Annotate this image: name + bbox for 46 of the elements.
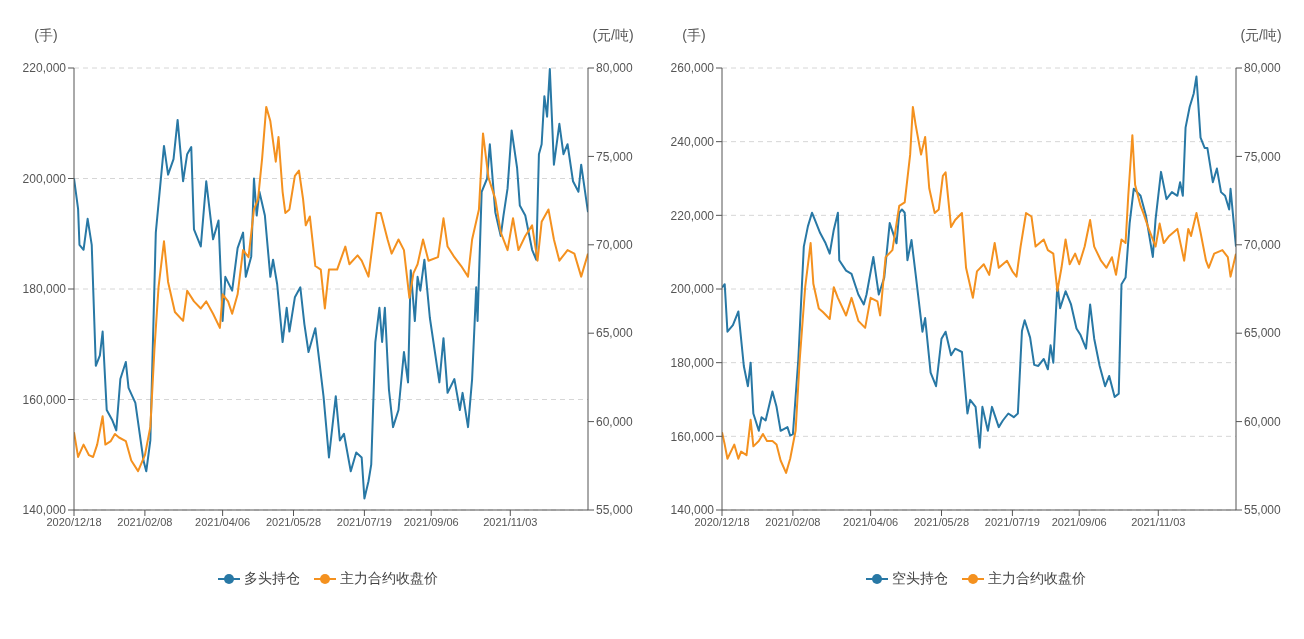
x-tick-label: 2020/12/18 — [694, 515, 750, 528]
y-tick-label: 200,000 — [22, 171, 67, 186]
x-tick-label: 2021/02/08 — [117, 515, 173, 528]
legend-label: 主力合约收盘价 — [339, 570, 438, 588]
y2-tick-label: 55,000 — [1244, 503, 1282, 518]
y2-tick-label: 60,000 — [596, 414, 634, 429]
y-axis-title: (手) — [682, 27, 706, 43]
y2-axis-title: (元/吨) — [1240, 27, 1282, 43]
x-tick-label: 2021/05/28 — [265, 515, 322, 528]
y2-tick-label: 60,000 — [1244, 414, 1282, 429]
y-tick-label: 220,000 — [22, 61, 67, 76]
x-tick-label: 2021/04/06 — [843, 515, 899, 528]
x-tick-label: 2021/04/06 — [195, 515, 251, 528]
y-tick-label: 160,000 — [22, 392, 67, 407]
legend-label: 空头持仓 — [891, 570, 948, 588]
x-tick-label: 2020/12/18 — [46, 515, 102, 528]
y2-tick-label: 70,000 — [1244, 238, 1282, 253]
y2-tick-label: 55,000 — [596, 503, 634, 518]
y2-tick-label: 80,000 — [1244, 61, 1282, 76]
x-tick-label: 2021/07/19 — [984, 515, 1040, 528]
y-axis-title: (手) — [34, 27, 58, 43]
y2-tick-label: 75,000 — [1244, 149, 1282, 164]
y-tick-label: 160,000 — [670, 429, 715, 444]
y-tick-label: 260,000 — [670, 61, 715, 76]
y-tick-label: 240,000 — [670, 134, 715, 149]
y2-tick-label: 75,000 — [596, 149, 634, 164]
y2-tick-label: 70,000 — [596, 238, 634, 253]
y-tick-label: 220,000 — [670, 208, 715, 223]
legend-label: 主力合约收盘价 — [987, 570, 1086, 588]
y-tick-label: 140,000 — [22, 503, 67, 518]
y2-axis-title: (元/吨) — [592, 27, 634, 43]
x-tick-label: 2021/05/28 — [913, 515, 970, 528]
y-tick-label: 180,000 — [22, 282, 67, 297]
y2-tick-label: 65,000 — [1244, 326, 1282, 341]
x-tick-label: 2021/11/03 — [483, 515, 538, 528]
y-tick-label: 200,000 — [670, 282, 715, 297]
legend-label: 多头持仓 — [243, 570, 300, 588]
x-tick-label: 2021/09/06 — [403, 515, 459, 528]
y-tick-label: 180,000 — [670, 355, 715, 370]
x-tick-label: 2021/07/19 — [336, 515, 392, 528]
x-tick-label: 2021/09/06 — [1051, 515, 1107, 528]
x-tick-label: 2021/11/03 — [1131, 515, 1186, 528]
x-tick-label: 2021/02/08 — [765, 515, 821, 528]
y2-tick-label: 80,000 — [596, 61, 634, 76]
y2-tick-label: 65,000 — [596, 326, 634, 341]
y-tick-label: 140,000 — [670, 503, 715, 518]
